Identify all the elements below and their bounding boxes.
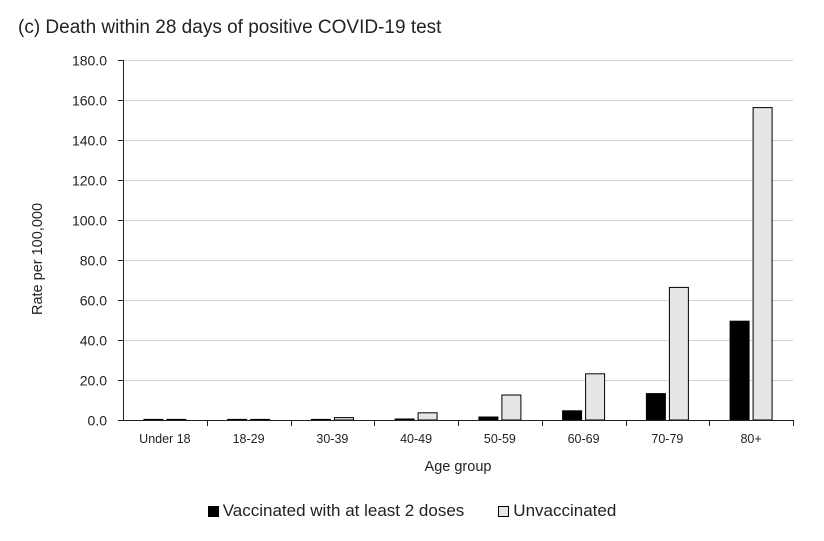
x-tick-label: Under 18 bbox=[139, 432, 190, 446]
legend-swatch bbox=[207, 505, 219, 517]
legend: Vaccinated with at least 2 doses Unvaccin… bbox=[0, 501, 824, 521]
legend-label: Vaccinated with at least 2 doses bbox=[222, 501, 465, 520]
y-axis-title: Rate per 100,000 bbox=[30, 203, 46, 315]
y-tick-label: 140.0 bbox=[72, 133, 107, 149]
bar-vaccinated bbox=[143, 418, 164, 421]
x-tick-label: 80+ bbox=[740, 432, 761, 446]
bar-unvaccinated bbox=[752, 107, 773, 421]
bar-vaccinated bbox=[478, 416, 499, 421]
x-tick-label: 50-59 bbox=[484, 432, 516, 446]
x-tick-label: 70-79 bbox=[651, 432, 683, 446]
y-tick-label: 60.0 bbox=[80, 293, 107, 309]
bar-vaccinated bbox=[729, 320, 750, 421]
bar-unvaccinated bbox=[166, 418, 187, 421]
y-tick-label: 20.0 bbox=[80, 373, 107, 389]
bar-unvaccinated bbox=[668, 286, 689, 421]
x-tick-label: 40-49 bbox=[400, 432, 432, 446]
bar-unvaccinated bbox=[417, 412, 438, 421]
bar-unvaccinated bbox=[250, 418, 271, 421]
bar-vaccinated bbox=[394, 418, 415, 421]
legend-swatch bbox=[498, 505, 510, 517]
bar-unvaccinated bbox=[501, 394, 522, 421]
bar-vaccinated bbox=[645, 393, 666, 421]
legend-item: Unvaccinated bbox=[498, 501, 616, 521]
bar-unvaccinated bbox=[333, 417, 354, 421]
legend-label: Unvaccinated bbox=[513, 501, 617, 520]
bar-vaccinated bbox=[227, 418, 248, 421]
y-tick-label: 40.0 bbox=[80, 333, 107, 349]
y-tick-label: 100.0 bbox=[72, 213, 107, 229]
bar-vaccinated bbox=[310, 418, 331, 421]
y-tick-label: 0.0 bbox=[88, 413, 108, 429]
bar-unvaccinated bbox=[585, 373, 606, 421]
chart-title: (c) Death within 28 days of positive COV… bbox=[18, 17, 442, 38]
x-tick-label: 30-39 bbox=[316, 432, 348, 446]
y-tick-label: 80.0 bbox=[80, 253, 107, 269]
y-tick-label: 160.0 bbox=[72, 93, 107, 109]
bar-vaccinated bbox=[562, 410, 583, 421]
x-tick-label: 18-29 bbox=[233, 432, 265, 446]
y-tick-label: 180.0 bbox=[72, 53, 107, 69]
legend-item: Vaccinated with at least 2 doses bbox=[207, 501, 465, 521]
x-axis-title: Age group bbox=[425, 459, 492, 475]
x-tick-label: 60-69 bbox=[568, 432, 600, 446]
y-tick-label: 120.0 bbox=[72, 173, 107, 189]
